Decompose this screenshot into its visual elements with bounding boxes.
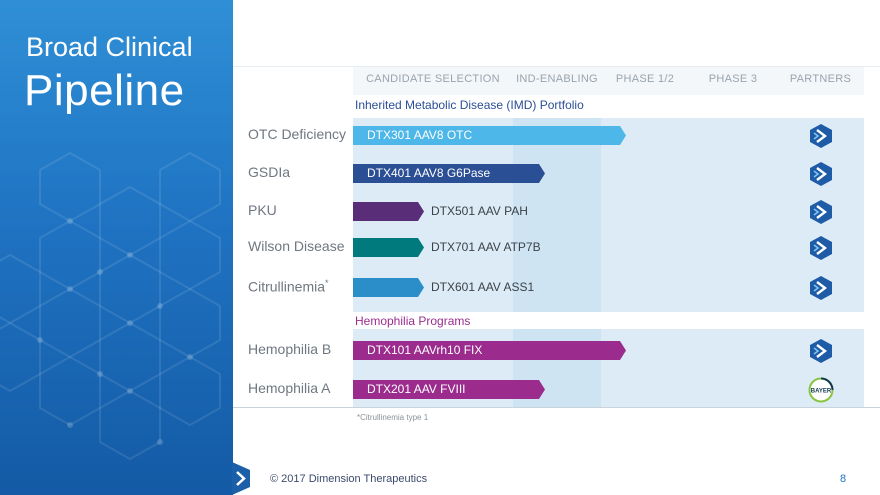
partner-logo-icon — [810, 124, 832, 148]
phase-header: PHASE 3 — [708, 73, 758, 85]
candidate-label: DTX201 AAV FVIII — [367, 382, 466, 396]
progress-arrow — [353, 278, 424, 297]
candidate-label: DTX601 AAV ASS1 — [431, 280, 535, 294]
slide-title-line2: Pipeline — [24, 66, 185, 115]
indication-name: Hemophilia B — [248, 341, 332, 357]
dimension-logo-icon — [232, 462, 250, 495]
indication-name: Citrullinemia — [248, 278, 326, 295]
table-rule — [233, 407, 880, 408]
progress-bar — [353, 164, 545, 183]
progress-arrow — [353, 202, 424, 221]
section-band — [353, 312, 864, 329]
partner-logo-icon — [810, 236, 832, 260]
slide-title-line1: Broad Clinical — [26, 32, 193, 62]
candidate-label: DTX701 AAV ATP7B — [431, 240, 541, 254]
progress-arrow — [353, 341, 626, 360]
header-band — [353, 67, 864, 95]
indication-label: Hemophilia A — [248, 380, 331, 396]
indication-name: GSDIa — [248, 164, 291, 180]
partner-logo-icon — [810, 162, 832, 186]
candidate-label: DTX101 AAVrh10 FIX — [367, 343, 483, 357]
indication-name: PKU — [248, 202, 277, 218]
bayer-logo-icon: BAYER — [808, 377, 834, 403]
table-rule — [233, 66, 880, 67]
indication-label: Hemophilia B — [248, 341, 331, 357]
section-band — [353, 95, 864, 118]
phase-header: IND-ENABLING — [516, 73, 598, 85]
partner-logo-icon — [810, 200, 832, 224]
phase-header: PHASE 1/2 — [615, 73, 675, 85]
page-number: 8 — [840, 473, 847, 485]
section-label-imd: Inherited Metabolic Disease (IMD) Portfo… — [355, 98, 584, 112]
progress-bar — [353, 380, 545, 399]
indication-label: OTC Deficiency — [248, 126, 346, 142]
progress-arrow — [353, 238, 424, 257]
indication-superscript: * — [325, 278, 329, 288]
candidate-label: DTX501 AAV PAH — [431, 204, 528, 218]
indication-label: Wilson Disease — [248, 238, 344, 254]
title-panel: Broad Clinical Pipeline — [0, 0, 233, 495]
indication-name: OTC Deficiency — [248, 126, 347, 142]
indication-name: Hemophilia A — [248, 380, 331, 396]
progress-bar — [353, 341, 626, 360]
indication-label: Citrullinemia* — [248, 278, 329, 295]
progress-bar — [353, 238, 424, 257]
progress-bar — [353, 126, 626, 145]
indication-label: PKU — [248, 202, 277, 218]
svg-text:BAYER: BAYER — [811, 389, 832, 395]
phase-header: CANDIDATE SELECTION — [366, 73, 500, 85]
candidate-label: DTX401 AAV8 G6Pase — [367, 166, 491, 180]
progress-arrow — [353, 380, 545, 399]
hexagon-pattern — [0, 151, 221, 461]
phase-column-bg — [689, 95, 777, 408]
indication-label: GSDIa — [248, 164, 290, 180]
partner-logo-icon — [810, 276, 832, 300]
progress-arrow — [353, 126, 626, 145]
progress-bar — [353, 202, 424, 221]
indication-name: Wilson Disease — [248, 238, 345, 254]
section-label-hemophilia: Hemophilia Programs — [355, 314, 471, 328]
progress-arrow — [353, 164, 545, 183]
copyright: © 2017 Dimension Therapeutics — [270, 473, 428, 485]
partner-logo-icon — [810, 339, 832, 363]
candidate-label: DTX301 AAV8 OTC — [367, 128, 473, 142]
footnote: *Citrullinemia type 1 — [357, 413, 429, 422]
progress-bar — [353, 278, 424, 297]
phase-header: PARTNERS — [789, 73, 852, 85]
